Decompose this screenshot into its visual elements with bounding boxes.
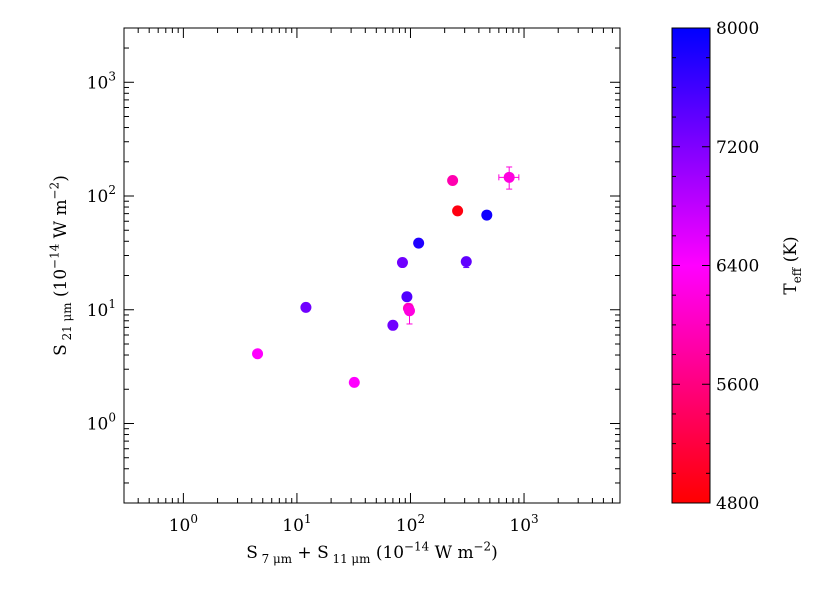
data-point <box>452 205 464 217</box>
x-axis: 100 101 102 103 <box>123 28 621 536</box>
data-point <box>252 348 264 360</box>
tick-exponent: 0 <box>190 512 198 526</box>
axis-label-text: S 21 μm (10−14 W m−2) <box>47 175 74 356</box>
label-part: ) <box>491 543 498 563</box>
label-part: −14 <box>404 539 429 553</box>
tick-exponent: 3 <box>108 69 116 83</box>
label-part: S <box>51 344 71 356</box>
data-point <box>387 319 399 331</box>
tick-exponent: 1 <box>108 297 116 311</box>
colorbar-tick-label: 5600 <box>716 375 759 395</box>
tick-base: 10 <box>87 73 109 93</box>
label-part: (10 <box>51 269 71 303</box>
label-part: −2 <box>474 539 492 553</box>
label-part: −2 <box>47 182 61 200</box>
axis-label-text: Teff (K) <box>781 236 804 294</box>
y-tick-label: 101 <box>87 297 116 321</box>
colorbar-tick-label: 4800 <box>716 494 759 514</box>
tick-base: 10 <box>87 414 109 434</box>
label-part: + S <box>292 543 329 563</box>
label-part: T <box>781 283 801 295</box>
y-tick-label: 102 <box>87 183 116 207</box>
tick-base: 10 <box>87 301 109 321</box>
data-point <box>460 256 472 268</box>
tick-exponent: 3 <box>531 512 539 526</box>
label-part: −14 <box>47 244 61 269</box>
label-part: 11 μm <box>329 552 371 566</box>
data-points <box>252 171 515 388</box>
y-axis-label: S 21 μm (10−14 W m−2) <box>47 175 74 356</box>
label-part: W m <box>429 543 473 563</box>
x-tick-label: 102 <box>396 512 425 536</box>
data-point <box>396 257 408 269</box>
x-tick-label: 103 <box>509 512 538 536</box>
tick-base: 10 <box>169 516 191 536</box>
data-point <box>481 209 493 221</box>
y-tick-label: 103 <box>87 69 116 93</box>
tick-base: 10 <box>282 516 304 536</box>
x-tick-label: 100 <box>169 512 198 536</box>
tick-exponent: 1 <box>304 512 312 526</box>
tick-base: 10 <box>396 516 418 536</box>
x-tick-label: 101 <box>282 512 311 536</box>
colorbar: 4800 5600 6400 7200 8000 Teff (K) <box>671 19 804 514</box>
data-point <box>503 171 515 183</box>
tick-exponent: 2 <box>417 512 425 526</box>
x-axis-label: S 7 μm + S 11 μm (10−14 W m−2) <box>246 539 498 566</box>
colorbar-tick-label: 6400 <box>716 257 759 277</box>
data-point <box>403 305 415 317</box>
tick-base: 10 <box>509 516 531 536</box>
data-point <box>413 237 425 249</box>
plot-area <box>123 27 621 504</box>
colorbar-tick-label: 8000 <box>716 19 759 39</box>
colorbar-tick-label: 7200 <box>716 138 759 158</box>
label-part: ) <box>51 175 71 182</box>
y-tick-label: 100 <box>87 410 116 434</box>
tick-exponent: 2 <box>108 183 116 197</box>
tick-base: 10 <box>87 187 109 207</box>
label-part: 7 μm <box>258 552 292 566</box>
data-point <box>447 174 459 186</box>
data-point <box>348 376 360 388</box>
axis-label-text: S 7 μm + S 11 μm (10−14 W m−2) <box>246 539 498 566</box>
data-point <box>401 291 413 303</box>
plot-frame <box>123 27 621 504</box>
data-point <box>300 301 312 313</box>
tick-exponent: 0 <box>108 410 116 424</box>
label-part: (10 <box>370 543 404 563</box>
label-part: (K) <box>781 236 801 267</box>
label-part: W m <box>51 199 71 243</box>
label-part: eff <box>790 266 804 283</box>
label-part: 21 μm <box>60 302 74 344</box>
label-part: S <box>246 543 258 563</box>
